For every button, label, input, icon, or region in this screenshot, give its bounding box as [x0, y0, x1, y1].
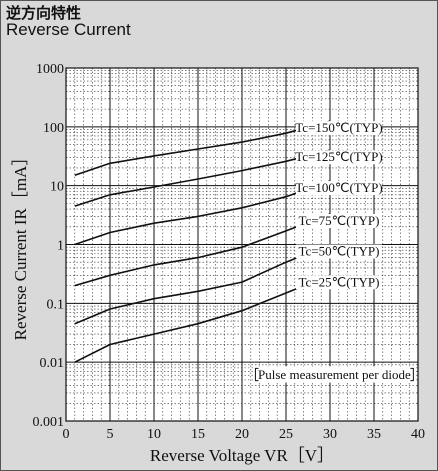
- series-layer: [74, 120, 331, 363]
- y-tick-label: 0.1: [47, 297, 65, 312]
- x-tick-label: 5: [107, 427, 114, 442]
- series-label-background: [296, 244, 382, 259]
- series-line: [74, 213, 331, 287]
- y-tick-label: 0.001: [33, 415, 65, 430]
- x-tick-label: 25: [279, 427, 293, 442]
- x-tick-label: 15: [191, 427, 205, 442]
- tick-labels: 0 5 10 15 20 25 30 35 40 0.001 0.01 0.1 1 10 100 1000: [33, 62, 426, 442]
- series-label-background: [296, 213, 382, 228]
- series-label: Tc=25℃(TYP): [299, 274, 380, 289]
- series-line: [74, 243, 331, 325]
- series-line: [74, 149, 331, 207]
- y-tick-label: 0.01: [40, 356, 65, 371]
- series-label: Tc=100℃(TYP): [295, 180, 382, 195]
- annotation-box: [253, 366, 416, 383]
- series-label-background: [296, 275, 382, 290]
- series-label-background: [296, 150, 382, 165]
- series-label: Tc=50℃(TYP): [299, 244, 380, 259]
- y-axis-label: Reverse Current IR［mA］: [11, 149, 30, 341]
- y-tick-label: 10: [50, 180, 64, 195]
- series-label: Tc=150℃(TYP): [295, 120, 382, 135]
- annotation: Pulse measurement per diode: [253, 366, 416, 383]
- x-tick-label: 10: [147, 427, 161, 442]
- x-tick-label: 35: [367, 427, 381, 442]
- annotation-text: Pulse measurement per diode: [258, 367, 411, 382]
- x-tick-label: 0: [63, 427, 70, 442]
- annotation-bracket: [254, 367, 259, 382]
- y-tick-label: 1: [57, 239, 64, 254]
- series-labels: Tc=150℃(TYP) Tc=125℃(TYP) Tc=100℃(TYP) Tc=7…: [295, 120, 383, 290]
- x-tick-label: 20: [235, 427, 249, 442]
- series-label-background: [296, 181, 382, 196]
- chart-title-japanese: 逆方向特性: [6, 4, 82, 22]
- series-line: [74, 120, 331, 177]
- series-line: [74, 274, 331, 363]
- y-tick-label: 100: [43, 121, 64, 136]
- plot-border: [65, 67, 419, 422]
- series-label: Tc=125℃(TYP): [295, 149, 382, 164]
- series-line: [74, 180, 331, 246]
- series-label: Tc=75℃(TYP): [299, 213, 380, 228]
- annotation-bracket: [410, 367, 414, 382]
- chart-title: Reverse Current: [6, 20, 131, 39]
- x-tick-label: 40: [411, 427, 425, 442]
- y-tick-label: 1000: [36, 62, 64, 77]
- series-label-background: [296, 121, 382, 136]
- x-axis-label: Reverse Voltage VR［V］: [150, 446, 334, 465]
- x-tick-label: 30: [323, 427, 337, 442]
